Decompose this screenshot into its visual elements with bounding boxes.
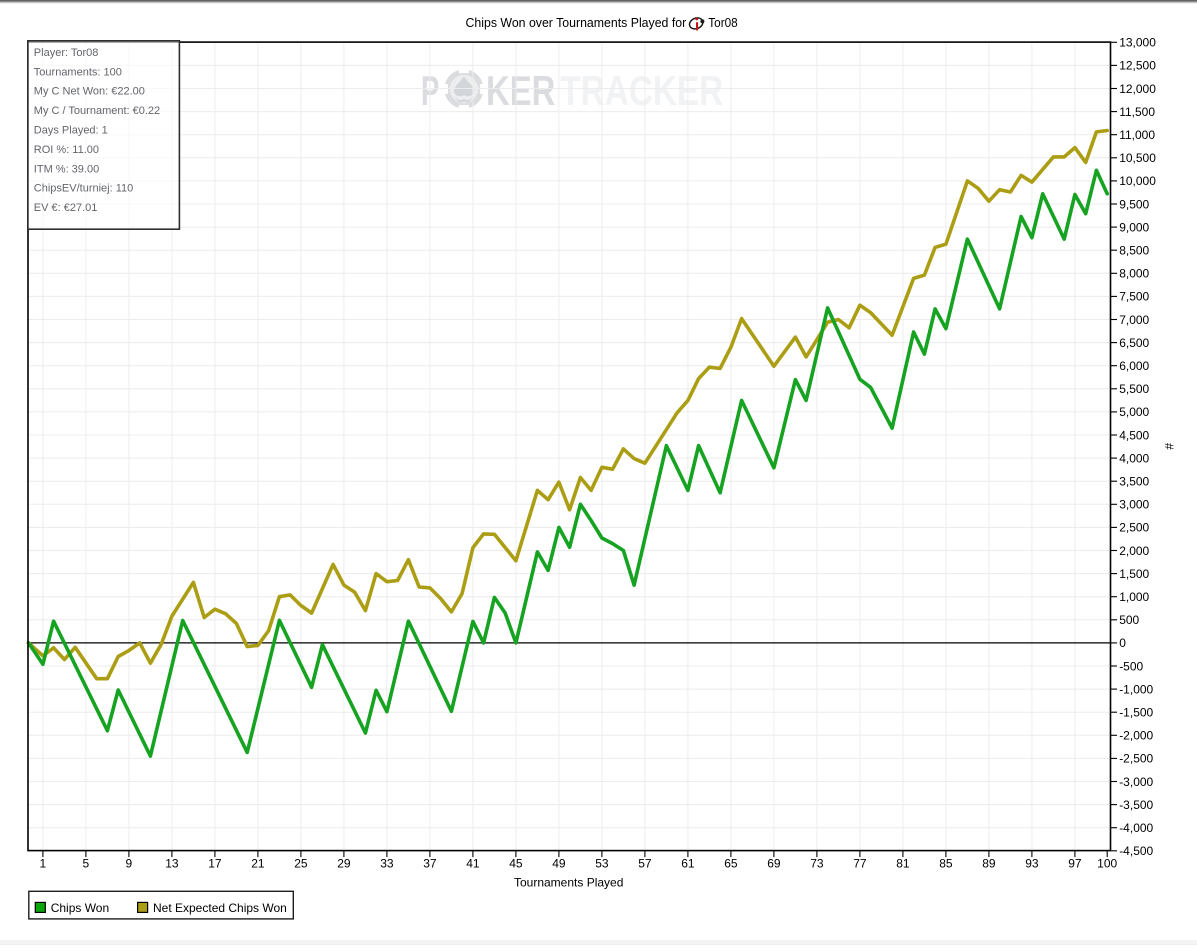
svg-text:100: 100 (1097, 856, 1117, 870)
svg-text:69: 69 (767, 856, 781, 870)
svg-text:KER: KER (486, 67, 555, 114)
svg-text:500: 500 (1119, 613, 1139, 627)
svg-text:2,000: 2,000 (1119, 544, 1149, 558)
svg-text:13,000: 13,000 (1119, 36, 1156, 50)
svg-text:10,000: 10,000 (1119, 174, 1156, 188)
svg-text:9: 9 (126, 856, 133, 870)
svg-text:-2,000: -2,000 (1119, 729, 1153, 743)
svg-text:#: # (1162, 443, 1176, 450)
svg-text:2,500: 2,500 (1119, 521, 1149, 535)
svg-text:45: 45 (509, 856, 523, 870)
svg-text:EV €: €27.01: EV €: €27.01 (34, 202, 98, 214)
svg-text:-4,500: -4,500 (1119, 844, 1153, 858)
svg-text:85: 85 (939, 856, 953, 870)
svg-text:13: 13 (165, 856, 179, 870)
svg-text:65: 65 (724, 856, 738, 870)
svg-text:My C Net Won: €22.00: My C Net Won: €22.00 (34, 86, 145, 98)
svg-text:12,500: 12,500 (1119, 59, 1156, 73)
svg-text:5: 5 (83, 856, 90, 870)
svg-text:ITM %: 39.00: ITM %: 39.00 (34, 163, 99, 175)
svg-text:-3,500: -3,500 (1119, 798, 1153, 812)
svg-text:ChipsEV/turniej: 110: ChipsEV/turniej: 110 (34, 183, 133, 195)
svg-text:TRACKER: TRACKER (560, 67, 723, 114)
svg-text:9,000: 9,000 (1119, 220, 1149, 234)
svg-text:61: 61 (681, 856, 695, 870)
svg-text:11,500: 11,500 (1119, 105, 1155, 119)
svg-text:93: 93 (1025, 856, 1039, 870)
svg-text:Net Expected Chips Won: Net Expected Chips Won (153, 901, 287, 915)
svg-text:9,500: 9,500 (1119, 197, 1149, 211)
svg-text:6,500: 6,500 (1119, 336, 1149, 350)
svg-text:37: 37 (423, 856, 437, 870)
svg-text:21: 21 (251, 856, 265, 870)
svg-text:Player: Tor08: Player: Tor08 (34, 47, 99, 59)
svg-text:My C / Tournament: €0.22: My C / Tournament: €0.22 (34, 105, 160, 117)
svg-text:11,000: 11,000 (1119, 128, 1155, 142)
svg-text:3,500: 3,500 (1119, 475, 1149, 489)
svg-text:10,500: 10,500 (1119, 151, 1156, 165)
svg-text:ROI %: 11.00: ROI %: 11.00 (34, 144, 99, 156)
svg-text:81: 81 (896, 856, 910, 870)
svg-text:73: 73 (810, 856, 824, 870)
svg-text:41: 41 (466, 856, 480, 870)
svg-text:Tournaments: 100: Tournaments: 100 (34, 66, 122, 78)
svg-text:Chips Won over Tournaments Pla: Chips Won over Tournaments Played for (466, 16, 687, 30)
svg-text:53: 53 (595, 856, 609, 870)
svg-text:1,500: 1,500 (1119, 567, 1149, 581)
svg-text:6,000: 6,000 (1119, 359, 1149, 373)
svg-text:3,000: 3,000 (1119, 498, 1149, 512)
svg-text:1: 1 (40, 856, 47, 870)
svg-text:77: 77 (853, 856, 867, 870)
svg-text:-1,500: -1,500 (1119, 706, 1153, 720)
svg-text:4,500: 4,500 (1119, 428, 1149, 442)
svg-text:33: 33 (380, 856, 394, 870)
svg-text:-4,000: -4,000 (1119, 821, 1153, 835)
svg-text:29: 29 (337, 856, 351, 870)
svg-text:0: 0 (1119, 636, 1126, 650)
svg-text:Tournaments Played: Tournaments Played (514, 875, 623, 889)
svg-text:49: 49 (552, 856, 566, 870)
svg-text:4,000: 4,000 (1119, 451, 1149, 465)
svg-text:17: 17 (208, 856, 222, 870)
svg-text:Days Played: 1: Days Played: 1 (34, 125, 108, 137)
svg-text:57: 57 (638, 856, 652, 870)
svg-text:12,000: 12,000 (1119, 82, 1156, 96)
svg-text:25: 25 (294, 856, 308, 870)
svg-text:-500: -500 (1119, 659, 1143, 673)
svg-text:Chips Won: Chips Won (51, 901, 109, 915)
svg-text:8,000: 8,000 (1119, 267, 1149, 281)
svg-text:8,500: 8,500 (1119, 244, 1149, 258)
svg-text:97: 97 (1068, 856, 1082, 870)
svg-text:-2,500: -2,500 (1119, 752, 1153, 766)
svg-text:7,500: 7,500 (1119, 290, 1149, 304)
svg-text:-3,000: -3,000 (1119, 775, 1153, 789)
svg-text:5,000: 5,000 (1119, 405, 1149, 419)
svg-text:5,500: 5,500 (1119, 382, 1149, 396)
svg-text:7,000: 7,000 (1119, 313, 1149, 327)
svg-text:Tor08: Tor08 (708, 16, 737, 30)
svg-text:1,000: 1,000 (1119, 590, 1149, 604)
svg-text:89: 89 (982, 856, 996, 870)
svg-text:-1,000: -1,000 (1119, 682, 1153, 696)
